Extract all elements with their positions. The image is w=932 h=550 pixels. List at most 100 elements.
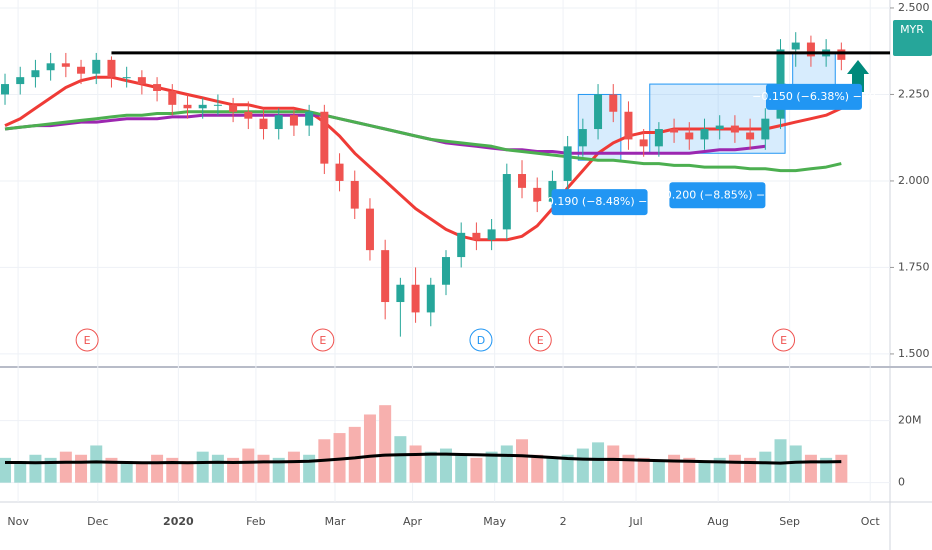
- x-tick-label: Mar: [325, 515, 346, 528]
- candle-body: [107, 59, 116, 78]
- candle-body: [426, 284, 435, 313]
- volume-bar: [470, 457, 483, 483]
- y-tick-label: 2.250: [898, 87, 930, 100]
- volume-ma: [5, 452, 842, 465]
- measure-label: −0.150 (−6.38%) −30: [752, 90, 876, 103]
- candle-body: [305, 111, 314, 126]
- volume-bar: [120, 460, 133, 483]
- candle-body: [518, 174, 527, 188]
- candle-body: [1, 84, 10, 95]
- moving-average: [4, 75, 842, 242]
- candle-body: [639, 139, 648, 147]
- volume-bar: [227, 457, 240, 483]
- volume-bar: [348, 426, 361, 483]
- y-tick-label: 2.000: [898, 174, 930, 187]
- x-tick-label: Apr: [403, 515, 423, 528]
- marks: [0, 32, 890, 483]
- event-label: E: [84, 334, 91, 347]
- measure-label-box: [551, 189, 648, 216]
- x-tick-label: Aug: [707, 515, 728, 528]
- candle-body: [700, 129, 709, 140]
- candle-body: [411, 284, 420, 313]
- volume-bar: [287, 451, 300, 483]
- candle-body: [837, 49, 846, 60]
- volume-bar: [211, 454, 224, 483]
- volume-bar: [75, 454, 88, 483]
- volume-bar: [728, 454, 741, 483]
- candle-body: [624, 111, 633, 140]
- y-tick-label: 1.500: [898, 347, 930, 360]
- y-tick-label: 2.500: [898, 1, 930, 14]
- x-tick-label: Oct: [861, 515, 881, 528]
- volume-bar: [759, 451, 772, 483]
- event-marker: [311, 328, 335, 352]
- volume-bar: [713, 457, 726, 483]
- event-marker: [469, 328, 493, 352]
- measure-label: −0.190 (−8.48%) −38: [538, 195, 662, 208]
- volume-bar: [105, 457, 118, 483]
- volume-bar: [135, 464, 148, 483]
- moving-average: [4, 110, 842, 173]
- volume-bar: [257, 454, 270, 483]
- candle-body: [472, 232, 481, 240]
- volume-bar: [804, 454, 817, 483]
- volume-bar: [90, 445, 103, 483]
- volume-bar: [698, 460, 711, 483]
- volume-bar: [379, 405, 392, 483]
- candle-body: [31, 70, 40, 78]
- candle-body: [365, 208, 374, 251]
- volume-bar: [500, 445, 513, 483]
- volume-bar: [303, 454, 316, 483]
- volume-bar: [789, 445, 802, 483]
- candle-body: [487, 229, 496, 240]
- event-label: E: [537, 334, 544, 347]
- volume-bar: [637, 457, 650, 483]
- volume-bar: [29, 454, 42, 483]
- y-tick-label: 20M: [898, 414, 922, 427]
- candle-body: [730, 125, 739, 133]
- volume-bar: [196, 451, 209, 483]
- candle-body: [791, 42, 800, 50]
- volume-bar: [439, 448, 452, 483]
- measure-label-box: [669, 182, 766, 209]
- volume-bar: [516, 439, 529, 483]
- x-tick-label: Dec: [87, 515, 108, 528]
- candle-body: [578, 129, 587, 147]
- price-tag: [893, 20, 932, 56]
- candle-body: [350, 180, 359, 209]
- event-label: E: [319, 334, 326, 347]
- candle-body: [122, 77, 131, 79]
- event-label: D: [477, 334, 485, 347]
- volume-bar: [546, 457, 559, 483]
- event-marker: [75, 328, 99, 352]
- event-marker: [772, 328, 796, 352]
- volume-bar: [592, 442, 605, 483]
- candle-body: [61, 63, 70, 67]
- volume-bar: [652, 460, 665, 483]
- volume-bar: [531, 454, 544, 483]
- y-tick-label: 1.750: [898, 260, 930, 273]
- volume-bar: [835, 454, 848, 483]
- measure-label: −0.200 (−8.85%) −40: [656, 188, 780, 201]
- volume-bar: [363, 414, 376, 483]
- candle-body: [244, 111, 253, 119]
- candle-body: [396, 284, 405, 303]
- candle-body: [685, 132, 694, 140]
- candle-body: [533, 187, 542, 202]
- candle-body: [441, 257, 450, 285]
- event-marker: [528, 328, 552, 352]
- candle-body: [259, 118, 268, 130]
- x-tick-label: Jul: [628, 515, 642, 528]
- x-tick-label: 2: [560, 515, 567, 528]
- candle-body: [198, 104, 207, 109]
- candle-body: [746, 132, 755, 140]
- x-tick-label: Nov: [7, 515, 29, 528]
- volume-bar: [820, 457, 833, 483]
- volume-bar: [561, 454, 574, 483]
- candle-body: [594, 94, 603, 130]
- candle-body: [274, 115, 283, 130]
- volume-bar: [424, 451, 437, 483]
- volume-bar: [485, 451, 498, 483]
- candle-body: [761, 118, 770, 140]
